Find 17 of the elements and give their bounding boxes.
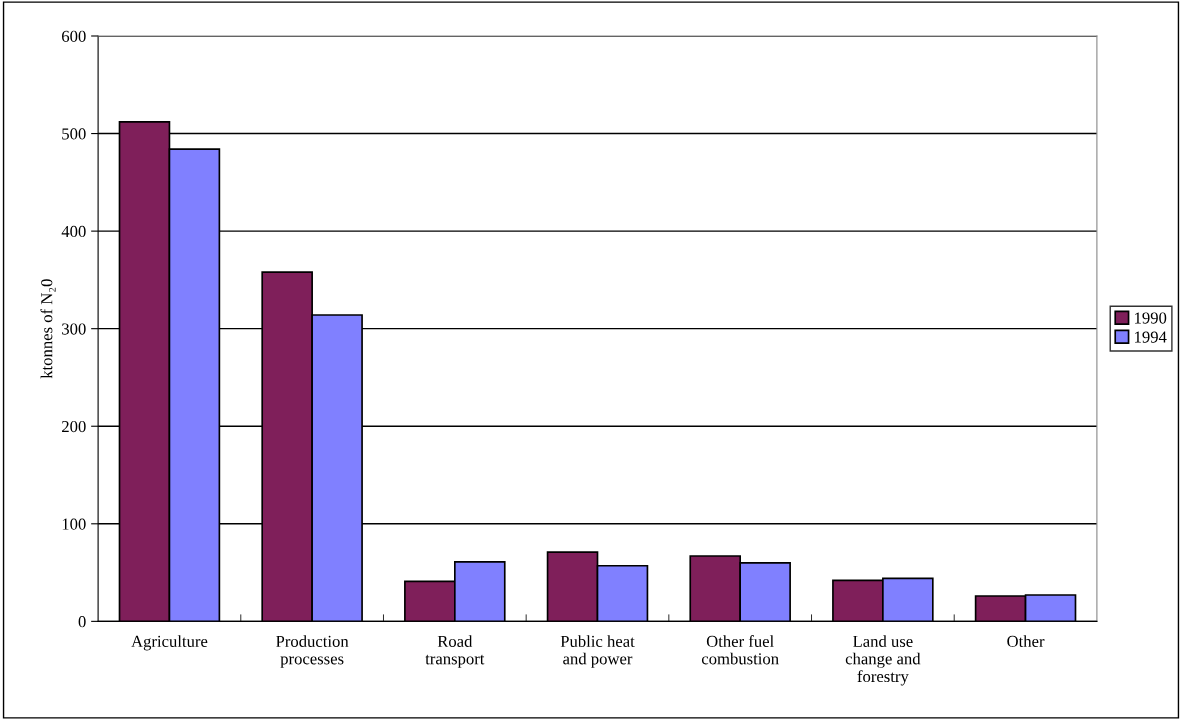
y-tick-label: 500 [62, 128, 86, 140]
y-tick-label: 0 [78, 616, 86, 628]
x-tick-label: Road transport [425, 635, 485, 668]
x-tick-label: Land use change and forestry [845, 635, 921, 686]
y-axis-title: ktonnes of N₂0 [40, 279, 56, 379]
legend-label: 1990 [1135, 312, 1167, 324]
x-tick-label: Other fuel combustion [701, 635, 779, 665]
y-tick-label: 300 [62, 323, 86, 335]
x-tick-label: Public heat and power [560, 635, 635, 668]
y-tick-label: 400 [61, 225, 86, 238]
y-tick-label: 100 [62, 518, 86, 530]
x-tick-label: Other [1007, 635, 1045, 647]
x-tick-label: Production processes [276, 635, 349, 668]
legend-label: 1994 [1135, 331, 1167, 343]
x-tick-label: Agriculture [131, 635, 208, 651]
y-tick-label: 200 [62, 420, 86, 433]
y-tick-label: 600 [62, 30, 86, 42]
